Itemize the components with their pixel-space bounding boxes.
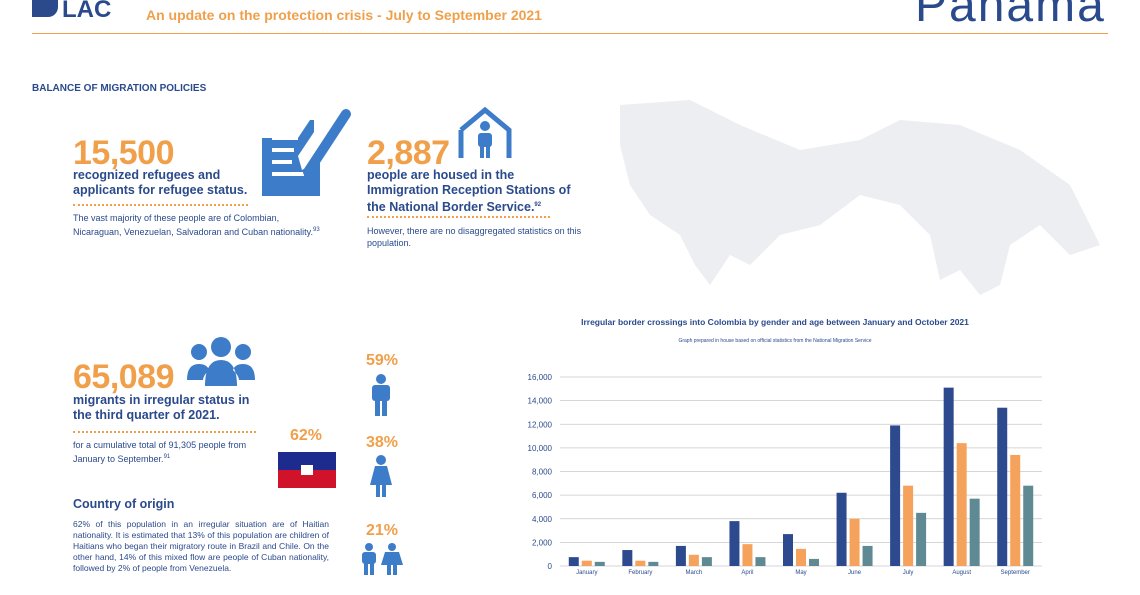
country: Panama: [915, 0, 1106, 32]
woman-icon: [370, 455, 392, 497]
logo: LAC: [32, 0, 111, 24]
stat-number: 2,887: [367, 134, 450, 172]
pen-icon: [262, 109, 351, 196]
origin-title: Country of origin: [73, 497, 175, 511]
bar: [836, 492, 847, 566]
x-tick-label: March: [686, 570, 703, 576]
stat-label: recognized refugees and applicants for r…: [73, 168, 248, 197]
stat-label: people are housed in the Immigration Rec…: [367, 168, 571, 215]
x-tick-label: January: [576, 570, 597, 576]
stat-number: 65,089: [73, 358, 175, 396]
y-tick-label: 4,000: [532, 515, 553, 524]
bar: [622, 550, 633, 566]
bar: [755, 557, 766, 566]
bar: [594, 561, 605, 566]
note-text: for a cumulative total of 91,305 people …: [73, 440, 247, 464]
bar: [969, 498, 980, 566]
bar: [1010, 454, 1021, 566]
bar: [675, 545, 686, 566]
stat-note: The vast majority of these people are of…: [73, 212, 323, 238]
chart: Irregular border crossings into Colombia…: [528, 317, 1042, 576]
bar: [849, 518, 860, 566]
y-tick-label: 2,000: [532, 538, 553, 547]
divider: [73, 431, 256, 433]
y-tick-label: 6,000: [532, 491, 553, 500]
chart-subtitle: Graph prepared in house based on officia…: [678, 338, 871, 344]
map: [620, 100, 1100, 295]
man-icon: [372, 374, 390, 416]
x-tick-label: August: [952, 570, 971, 576]
x-tick-label: July: [903, 570, 914, 576]
children-icon: [362, 543, 403, 575]
bar: [688, 554, 699, 566]
bar: [783, 534, 793, 566]
bar: [862, 545, 873, 566]
section-title: BALANCE OF MIGRATION POLICIES: [32, 83, 207, 94]
y-tick-label: 16,000: [528, 373, 553, 382]
y-tick-label: 10,000: [528, 444, 553, 453]
x-tick-label: June: [848, 570, 862, 576]
footnote: 93: [313, 227, 320, 233]
divider: [367, 216, 550, 218]
bar: [635, 560, 646, 566]
bar: [701, 557, 712, 566]
note-text: The vast majority of these people are of…: [73, 213, 314, 237]
x-tick-label: September: [1001, 570, 1030, 576]
percentage: 21%: [366, 522, 399, 539]
bar: [903, 485, 914, 566]
stat-note: However, there are no disaggregated stat…: [367, 226, 582, 248]
bar: [997, 407, 1008, 566]
percentage: 62%: [290, 427, 323, 444]
stat-note: for a cumulative total of 91,305 people …: [73, 439, 258, 465]
chart-title: Irregular border crossings into Colombia…: [581, 317, 969, 327]
x-tick-label: February: [628, 570, 652, 576]
bar: [648, 561, 659, 566]
header-rule: [32, 33, 1108, 34]
bar: [943, 387, 954, 566]
x-tick-label: April: [741, 570, 753, 576]
stat-number: 15,500: [73, 134, 175, 172]
bar: [1023, 485, 1034, 566]
bar: [809, 558, 819, 566]
group-icon: [187, 337, 255, 386]
house-icon: [458, 106, 512, 158]
bar: [581, 560, 592, 566]
y-tick-label: 12,000: [528, 420, 553, 429]
y-tick-label: 14,000: [528, 397, 553, 406]
bar: [729, 521, 740, 566]
percentage: 59%: [366, 352, 399, 369]
footnote: 92: [534, 202, 542, 208]
logo-text: LAC: [62, 0, 112, 23]
bar: [742, 544, 753, 566]
origin-text: 62% of this population in an irregular s…: [73, 519, 329, 573]
percentage: 38%: [366, 434, 399, 451]
bar: [568, 557, 579, 566]
haiti-flag: [278, 452, 336, 488]
x-tick-label: May: [795, 570, 806, 576]
divider: [73, 204, 248, 206]
footnote: 91: [163, 454, 171, 460]
header-title: An update on the protection crisis - Jul…: [146, 7, 542, 23]
bar: [796, 548, 806, 566]
y-tick-label: 8,000: [532, 468, 553, 477]
bar: [956, 443, 967, 566]
bar: [890, 425, 901, 566]
y-tick-label: 0: [548, 562, 553, 571]
bar: [916, 512, 927, 566]
stat-label: migrants in irregular status in the thir…: [73, 393, 250, 422]
